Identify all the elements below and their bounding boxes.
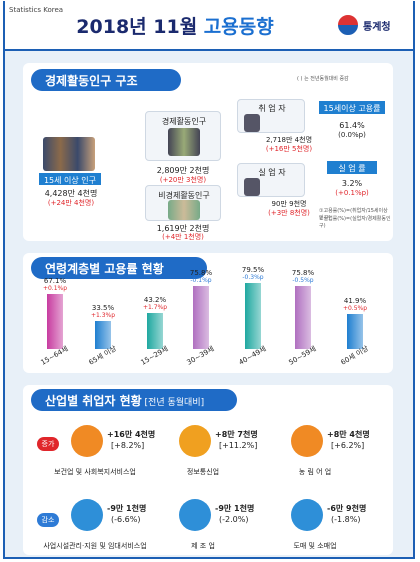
bar-4 bbox=[245, 283, 261, 349]
panel-age: 연령계층별 고용률 현황 67.1% +0.1%p 15~64세 33.5% +1.3%… bbox=[23, 253, 393, 373]
workers-icon bbox=[168, 128, 200, 156]
bar-value-0: 67.1% bbox=[43, 276, 67, 285]
industry-icon bbox=[291, 499, 323, 531]
emp-rate-label: 15세이상 고용률 bbox=[319, 101, 385, 114]
pop15-delta: (+24만 4천명) bbox=[47, 199, 95, 207]
section-title-industry: 산업별 취업자 현황 [전년 동월대비] bbox=[31, 389, 237, 411]
bar-value-4: 79.5% bbox=[241, 266, 265, 275]
bar-0 bbox=[47, 293, 63, 349]
unemp-rate-delta: (+0.1%p) bbox=[335, 189, 369, 197]
inc-industry-name: 보건업 및 사회복지서비스업 bbox=[54, 468, 136, 476]
header: Statistics Korea 2018년 11월 고용동향 통계청 bbox=[5, 1, 413, 51]
infographic-frame: Statistics Korea 2018년 11월 고용동향 통계청 경제활동… bbox=[3, 1, 415, 559]
inc-industry-value: +16만 4천명 bbox=[107, 430, 156, 439]
inc-industry-pct: [+8.2%] bbox=[111, 441, 145, 450]
office-worker-icon bbox=[244, 114, 260, 132]
bar-1 bbox=[95, 321, 111, 349]
bar-3 bbox=[193, 286, 209, 349]
page-title: 2018년 11월 고용동향 bbox=[76, 16, 274, 38]
bar-2 bbox=[147, 313, 163, 349]
dec-industry-pct: (-1.8%) bbox=[331, 515, 361, 524]
bar-delta-4: -0.3%p bbox=[242, 274, 264, 282]
inc-industry-value: +8만 4천명 bbox=[327, 430, 370, 439]
crowd-icon bbox=[43, 137, 95, 171]
inc-industry-name: 정보통신업 bbox=[186, 468, 220, 476]
dec-industry-name: 제 조 업 bbox=[191, 542, 215, 550]
inc-industry-pct: [+11.2%] bbox=[219, 441, 258, 450]
active-box: 경제활동인구 bbox=[145, 111, 221, 161]
bar-value-6: 41.9% bbox=[343, 297, 367, 306]
dec-industry-value: -9만 1천명 bbox=[107, 504, 147, 513]
bar-5 bbox=[295, 286, 311, 349]
inc-industry-name: 농 림 어 업 bbox=[298, 468, 332, 476]
bar-delta-1: +1.3%p bbox=[90, 312, 116, 320]
pop15-label: 15세 이상 인구 bbox=[39, 173, 101, 185]
bar-value-2: 43.2% bbox=[143, 296, 167, 305]
family-icon bbox=[168, 200, 200, 220]
bar-delta-0: +0.1%p bbox=[42, 284, 68, 292]
dec-industry-pct: (-6.6%) bbox=[111, 515, 141, 524]
note: ( ) 는 전년동월대비 증감 bbox=[297, 76, 349, 82]
jobseeker-icon bbox=[244, 178, 260, 196]
employed-delta: (+16만 5천명) bbox=[265, 145, 313, 153]
bar-delta-5: -0.5%p bbox=[292, 277, 314, 285]
section-title-age: 연령계층별 고용률 현황 bbox=[31, 257, 207, 279]
dec-industry-pct: (-2.0%) bbox=[219, 515, 249, 524]
dec-industry-name: 도매 및 소매업 bbox=[293, 542, 337, 550]
bar-delta-6: +0.5%p bbox=[342, 305, 368, 313]
dec-industry-value: -9만 1천명 bbox=[215, 504, 255, 513]
employed-box: 취 업 자 bbox=[237, 99, 305, 133]
industry-icon bbox=[71, 499, 103, 531]
industry-icon bbox=[179, 425, 211, 457]
age-chart: 67.1% +0.1%p 15~64세 33.5% +1.3%p 65세 이상 43.2% +… bbox=[23, 253, 393, 373]
active-value: 2,809만 2천명 bbox=[156, 166, 210, 175]
increase-tag: 증가 bbox=[37, 437, 59, 451]
formula-1: ①고용률(%)=(취업자/15세이상 인구) bbox=[319, 208, 388, 221]
industry-icon bbox=[291, 425, 323, 457]
unemployed-delta: (+3만 8천명) bbox=[268, 209, 310, 217]
section-title-structure: 경제활동인구 구조 bbox=[31, 69, 181, 91]
unemployed-box: 실 업 자 bbox=[237, 163, 305, 197]
emp-rate-delta: (0.0%p) bbox=[338, 131, 366, 139]
dec-industry-value: -6만 9천명 bbox=[327, 504, 367, 513]
panel-structure: 경제활동인구 구조 ( ) 는 전년동월대비 증감 15세 이상 인구 4,42… bbox=[23, 63, 393, 241]
taegeuk-icon bbox=[337, 14, 359, 36]
pop15-value: 4,428만 4천명 bbox=[44, 189, 98, 198]
inactive-delta: (+4만 1천명) bbox=[162, 233, 204, 241]
unemp-rate-value: 3.2% bbox=[341, 179, 363, 188]
unemp-rate-label: 실 업 률 bbox=[327, 161, 377, 174]
employed-value: 2,718만 4천명 bbox=[265, 136, 313, 144]
dec-industry-name: 사업시설관리·지원 및 임대서비스업 bbox=[43, 542, 147, 550]
logo: 통계청 bbox=[337, 13, 401, 37]
industry-icon bbox=[71, 425, 103, 457]
panel-industry: 산업별 취업자 현황 [전년 동월대비] 증가 감소 +16만 4천명 [+8.2… bbox=[23, 385, 393, 555]
brand-label: Statistics Korea bbox=[9, 6, 64, 14]
industry-icon bbox=[179, 499, 211, 531]
inc-industry-pct: [+6.2%] bbox=[331, 441, 365, 450]
formula-2: ②실업률(%)=(실업자/경제활동인구) bbox=[319, 216, 391, 229]
bar-delta-3: -0.1%p bbox=[190, 277, 212, 285]
bar-value-3: 75.8% bbox=[189, 269, 213, 278]
inactive-box: 비경제활동인구 bbox=[145, 185, 221, 221]
inactive-value: 1,619만 2천명 bbox=[156, 224, 210, 233]
bar-delta-2: +1.7%p bbox=[142, 304, 168, 312]
emp-rate-value: 61.4% bbox=[339, 121, 365, 130]
unemployed-value: 90만 9천명 bbox=[271, 200, 307, 208]
bar-value-1: 33.5% bbox=[91, 304, 115, 313]
decrease-tag: 감소 bbox=[37, 513, 59, 527]
bar-6 bbox=[347, 314, 363, 349]
bar-value-5: 75.8% bbox=[291, 269, 315, 278]
inc-industry-value: +8만 7천명 bbox=[215, 430, 258, 439]
active-delta: (+20만 3천명) bbox=[159, 176, 207, 184]
